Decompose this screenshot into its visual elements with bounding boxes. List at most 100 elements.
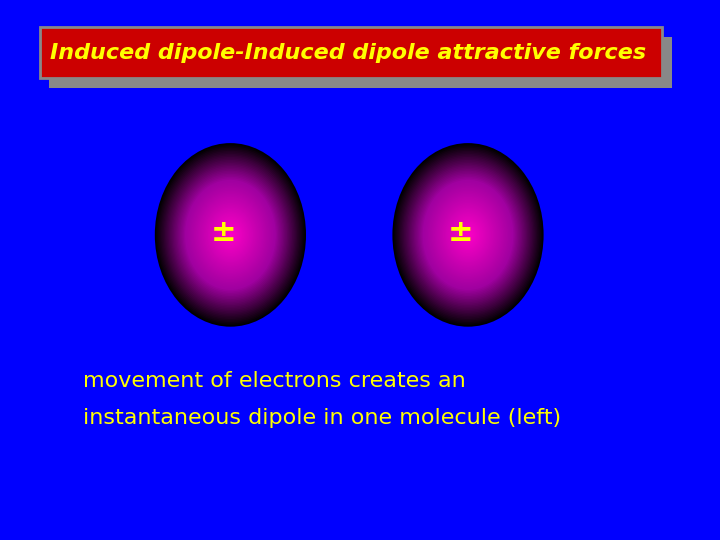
Ellipse shape (194, 191, 267, 279)
Ellipse shape (225, 229, 235, 241)
Ellipse shape (192, 187, 269, 282)
Ellipse shape (222, 224, 239, 246)
Ellipse shape (409, 163, 527, 307)
Ellipse shape (416, 172, 520, 298)
Ellipse shape (426, 185, 510, 286)
Ellipse shape (410, 165, 526, 305)
Ellipse shape (205, 204, 256, 266)
Ellipse shape (451, 215, 485, 255)
Ellipse shape (425, 183, 511, 287)
Ellipse shape (415, 171, 521, 299)
Ellipse shape (424, 181, 512, 288)
Ellipse shape (466, 232, 471, 238)
Ellipse shape (187, 183, 274, 287)
Ellipse shape (408, 161, 528, 308)
Ellipse shape (189, 185, 272, 286)
Ellipse shape (207, 206, 254, 264)
Ellipse shape (215, 217, 246, 253)
Ellipse shape (462, 227, 474, 242)
Ellipse shape (433, 192, 503, 278)
Ellipse shape (174, 166, 287, 303)
Ellipse shape (212, 212, 249, 258)
Ellipse shape (396, 148, 540, 322)
Ellipse shape (394, 145, 542, 325)
Ellipse shape (451, 213, 485, 256)
Ellipse shape (441, 202, 495, 267)
Ellipse shape (195, 192, 266, 278)
Ellipse shape (173, 165, 288, 305)
Ellipse shape (429, 187, 507, 282)
Ellipse shape (446, 209, 490, 261)
Ellipse shape (165, 156, 296, 314)
Ellipse shape (421, 178, 515, 292)
Ellipse shape (406, 160, 530, 310)
Ellipse shape (399, 151, 537, 319)
Ellipse shape (438, 198, 498, 272)
Ellipse shape (204, 202, 257, 267)
Ellipse shape (214, 215, 247, 255)
FancyBboxPatch shape (49, 37, 672, 88)
Ellipse shape (163, 154, 297, 316)
Ellipse shape (186, 181, 274, 288)
Ellipse shape (203, 201, 258, 268)
Ellipse shape (434, 194, 502, 276)
Ellipse shape (401, 154, 535, 316)
Ellipse shape (461, 226, 475, 244)
Text: ±: ± (210, 218, 236, 247)
Ellipse shape (180, 174, 281, 296)
Ellipse shape (428, 186, 508, 284)
Ellipse shape (448, 211, 488, 259)
Text: ±: ± (448, 218, 474, 247)
Ellipse shape (166, 157, 294, 313)
Ellipse shape (219, 221, 242, 249)
Ellipse shape (400, 152, 536, 318)
Ellipse shape (397, 149, 539, 321)
Ellipse shape (178, 171, 284, 299)
Ellipse shape (439, 200, 497, 270)
Ellipse shape (190, 186, 271, 284)
Ellipse shape (176, 169, 284, 301)
Text: movement of electrons creates an: movement of electrons creates an (83, 370, 466, 391)
Ellipse shape (210, 211, 251, 259)
Ellipse shape (193, 189, 269, 281)
Ellipse shape (459, 224, 477, 246)
Ellipse shape (209, 209, 252, 261)
Ellipse shape (414, 169, 522, 301)
Ellipse shape (435, 195, 501, 275)
Ellipse shape (227, 231, 234, 240)
Ellipse shape (464, 231, 472, 240)
Ellipse shape (405, 158, 531, 312)
Ellipse shape (443, 204, 493, 266)
Ellipse shape (458, 222, 478, 247)
Ellipse shape (453, 217, 483, 253)
Ellipse shape (444, 206, 492, 264)
Ellipse shape (411, 166, 525, 303)
Ellipse shape (449, 212, 487, 258)
Ellipse shape (392, 143, 544, 327)
Ellipse shape (184, 178, 277, 292)
Ellipse shape (157, 146, 304, 323)
Ellipse shape (404, 157, 532, 313)
Ellipse shape (197, 194, 264, 276)
Ellipse shape (419, 175, 517, 295)
Ellipse shape (185, 180, 276, 290)
Ellipse shape (467, 233, 469, 237)
Ellipse shape (158, 148, 302, 322)
Ellipse shape (441, 201, 496, 268)
Ellipse shape (202, 200, 259, 270)
Ellipse shape (160, 149, 301, 321)
Ellipse shape (223, 226, 238, 244)
Ellipse shape (431, 191, 505, 279)
Ellipse shape (175, 167, 286, 302)
Ellipse shape (455, 220, 481, 250)
Ellipse shape (197, 195, 264, 275)
Ellipse shape (161, 151, 300, 319)
Ellipse shape (218, 220, 243, 250)
Ellipse shape (163, 152, 299, 318)
Ellipse shape (423, 180, 513, 290)
FancyBboxPatch shape (40, 27, 662, 78)
Ellipse shape (168, 160, 292, 310)
Ellipse shape (445, 207, 491, 262)
Ellipse shape (156, 145, 305, 325)
Ellipse shape (224, 227, 237, 242)
